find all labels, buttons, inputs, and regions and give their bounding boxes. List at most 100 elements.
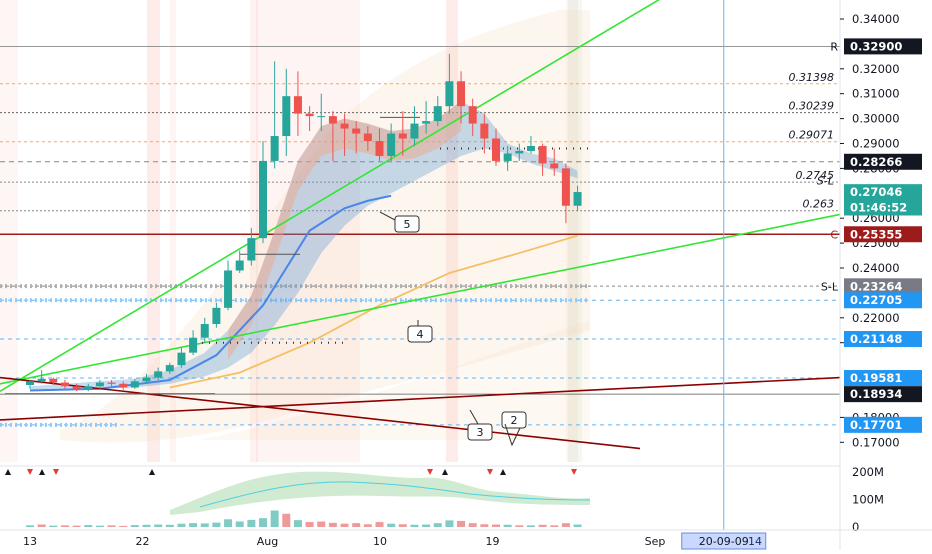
candle-body xyxy=(550,163,559,169)
candle-body xyxy=(235,260,244,271)
volume-tick-label: 100M xyxy=(852,493,884,507)
price-tick-label: 0.34000 xyxy=(852,12,900,26)
candle-body xyxy=(422,121,431,124)
price-badge-text: 0.28266 xyxy=(850,155,902,169)
signal-arrow-down xyxy=(53,469,59,475)
candle-body xyxy=(84,386,93,389)
volume-ma-line xyxy=(199,481,591,508)
volume-bar xyxy=(410,524,419,527)
time-tick-label: Aug xyxy=(257,535,278,548)
volume-bar xyxy=(259,518,267,527)
volume-bar xyxy=(224,519,233,527)
trendline-darkred-down xyxy=(0,376,641,450)
ma-line-orange xyxy=(169,234,578,389)
volume-bar xyxy=(433,523,442,527)
level-label: 0.263 xyxy=(803,198,835,211)
candle-body xyxy=(49,378,58,383)
level-label: 0.29071 xyxy=(789,129,835,142)
wave-label-3: 3 xyxy=(467,423,493,441)
candle-body xyxy=(445,81,454,107)
level-label: S-L xyxy=(817,175,834,188)
price-badge: 0.28266 xyxy=(844,153,922,170)
wave-label-box xyxy=(394,215,420,233)
wave-label-box xyxy=(501,411,527,429)
price-badge-bg xyxy=(844,199,922,216)
price-badge-bg xyxy=(844,278,922,295)
signal-arrow-down xyxy=(427,469,433,475)
volume-bar xyxy=(154,524,163,527)
wave-label-text: 2 xyxy=(511,414,518,427)
price-badge: 0.21148 xyxy=(844,331,922,348)
candle-body xyxy=(282,96,291,137)
price-badge-prefix: S-L xyxy=(821,280,839,293)
candle-body xyxy=(305,113,314,117)
volume-bar xyxy=(375,522,384,527)
candle-body xyxy=(328,116,337,124)
volume-bar xyxy=(200,523,209,527)
wave-pointer xyxy=(379,211,396,221)
price-badge: 0.32900 R xyxy=(830,38,922,55)
candle-body xyxy=(526,145,535,151)
price-badge-bg xyxy=(844,153,922,170)
time-tick-label: 10 xyxy=(373,535,387,548)
volume-bar xyxy=(119,525,128,527)
candle-body xyxy=(224,270,233,308)
price-badge-bg xyxy=(844,331,922,348)
volume-bar xyxy=(328,522,337,527)
signal-arrow-up xyxy=(39,469,45,475)
candle-body xyxy=(165,365,174,372)
candle-body xyxy=(492,138,500,161)
candle-body xyxy=(270,136,279,161)
price-badge: 0.22705 xyxy=(844,292,922,309)
candle-body xyxy=(177,352,186,366)
price-badge-text: 0.19581 xyxy=(850,371,902,385)
wave-label-text: 5 xyxy=(404,218,411,231)
price-badge-text: 0.17701 xyxy=(850,418,902,432)
price-badge: 0.19581 xyxy=(844,370,922,387)
price-badge-bg xyxy=(844,416,922,433)
level-label: 0.31398 xyxy=(789,71,835,84)
volume-bar xyxy=(26,525,34,527)
price-badge: 01:46:52 xyxy=(844,199,922,216)
candle-body xyxy=(130,381,139,388)
price-badge-bg xyxy=(844,292,922,309)
level-label: 0.30239 xyxy=(789,100,835,113)
price-badge-bg xyxy=(844,226,922,243)
signal-arrow-down xyxy=(27,469,33,475)
time-tick-label: 19 xyxy=(486,535,500,548)
wave-label-4: 4 xyxy=(407,325,433,343)
volume-bar xyxy=(247,519,256,527)
price-badge-text: 0.18934 xyxy=(850,387,902,401)
highlight-band xyxy=(256,0,360,462)
highlight-band xyxy=(170,0,176,462)
candle-body xyxy=(200,324,209,338)
price-badge-prefix: R xyxy=(830,40,838,53)
candle-body xyxy=(398,133,407,139)
candle-body xyxy=(26,381,34,386)
ma-ribbon-orange xyxy=(228,101,462,361)
highlight-band xyxy=(147,0,160,462)
volume-bar xyxy=(445,520,454,527)
volume-bar xyxy=(49,525,58,527)
candle-body xyxy=(561,168,570,206)
candle-body xyxy=(293,96,302,114)
volume-bar xyxy=(503,524,512,527)
price-tick-label: 0.29000 xyxy=(852,137,900,151)
candle-body xyxy=(259,160,267,239)
time-cursor-badge xyxy=(681,532,767,550)
volume-bar xyxy=(317,521,326,527)
candle-body xyxy=(457,81,466,107)
price-badge-text: 0.27046 xyxy=(850,185,902,199)
price-badge-bg xyxy=(844,386,922,403)
candle-body xyxy=(154,371,163,378)
price-badge-bg xyxy=(844,38,922,55)
volume-bar xyxy=(293,520,302,527)
candle-body xyxy=(37,378,46,382)
wave-label-text: 4 xyxy=(417,328,424,341)
volume-bar xyxy=(60,525,69,527)
candle-body xyxy=(317,116,326,118)
candle-body xyxy=(212,307,221,325)
